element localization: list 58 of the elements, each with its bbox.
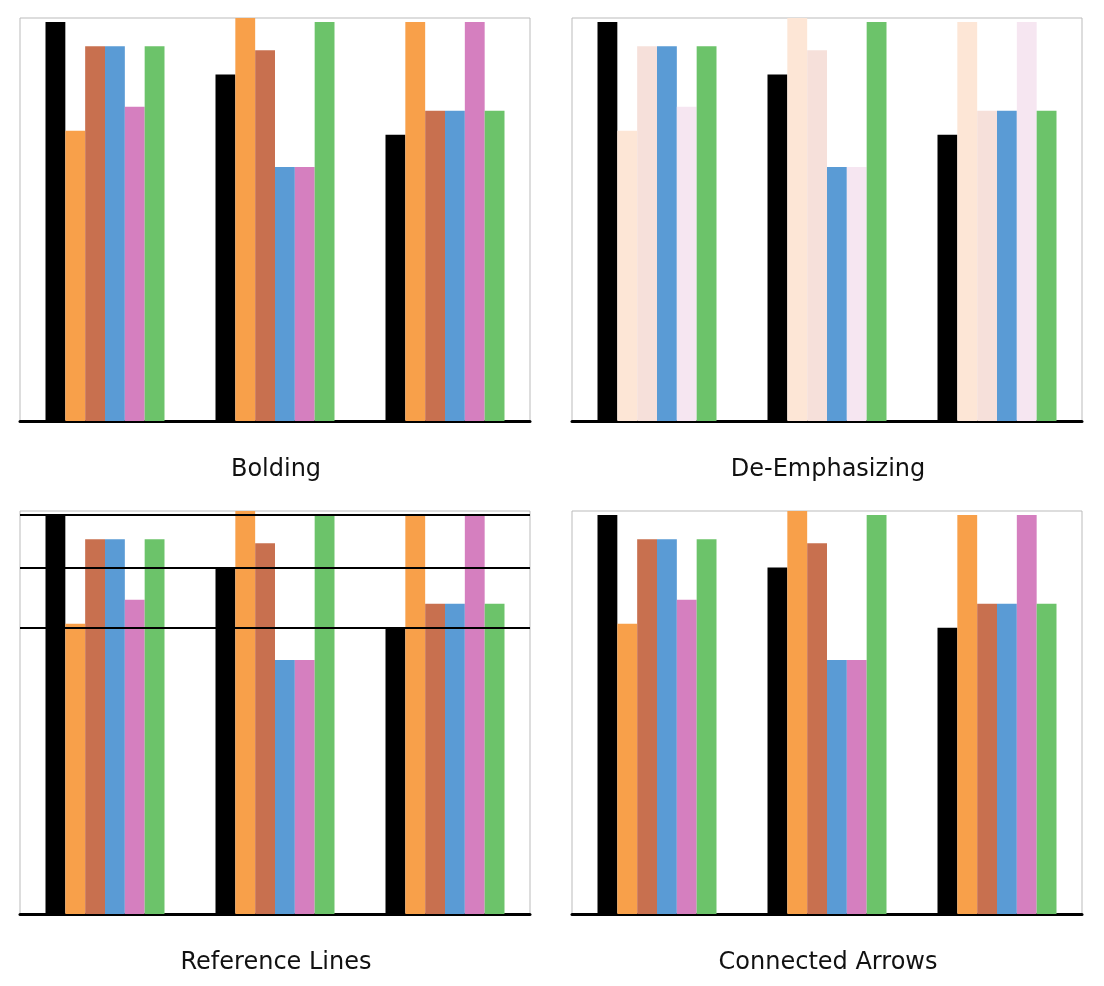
bar <box>997 603 1017 914</box>
bar <box>65 623 86 914</box>
bar <box>144 46 165 421</box>
bar <box>425 603 445 914</box>
bar <box>657 46 677 421</box>
bar <box>866 515 887 914</box>
bar <box>445 603 465 914</box>
bar <box>314 22 335 421</box>
bar <box>255 543 275 914</box>
bar <box>617 623 638 914</box>
bar <box>846 660 867 914</box>
bar <box>1016 515 1037 914</box>
bar <box>314 515 335 914</box>
bar <box>405 515 426 914</box>
bar <box>787 511 808 914</box>
bar <box>676 106 697 421</box>
bar <box>484 603 505 914</box>
bar <box>144 539 165 914</box>
bar <box>676 599 697 914</box>
bar <box>827 660 847 914</box>
bar <box>484 110 505 421</box>
bar <box>1016 22 1037 421</box>
bar <box>275 167 295 421</box>
bar <box>255 50 275 421</box>
bar <box>235 511 256 914</box>
bar <box>1036 603 1057 914</box>
bar <box>997 110 1017 421</box>
bar <box>445 110 465 421</box>
bar <box>846 167 867 421</box>
bar <box>637 539 657 914</box>
bar <box>294 660 315 914</box>
bar <box>105 539 125 914</box>
bar <box>807 543 827 914</box>
bar <box>696 46 717 421</box>
bar <box>1036 110 1057 421</box>
bar <box>866 22 887 421</box>
bar <box>85 539 105 914</box>
bar <box>657 539 677 914</box>
bar <box>124 106 145 421</box>
text: De-Emphasizing <box>730 454 926 482</box>
bar <box>294 167 315 421</box>
bar <box>275 660 295 914</box>
bar <box>124 599 145 914</box>
bar <box>405 22 426 421</box>
bar <box>464 22 485 421</box>
bar <box>425 110 445 421</box>
text: Bolding <box>230 454 322 482</box>
bar <box>85 46 105 421</box>
bar <box>977 603 997 914</box>
bar <box>65 130 86 421</box>
bar <box>696 539 717 914</box>
bar <box>105 46 125 421</box>
text: Connected Arrows <box>718 947 938 975</box>
bar <box>235 18 256 421</box>
text: Reference Lines <box>180 947 372 975</box>
bar <box>957 515 978 914</box>
bar <box>464 515 485 914</box>
bar <box>827 167 847 421</box>
